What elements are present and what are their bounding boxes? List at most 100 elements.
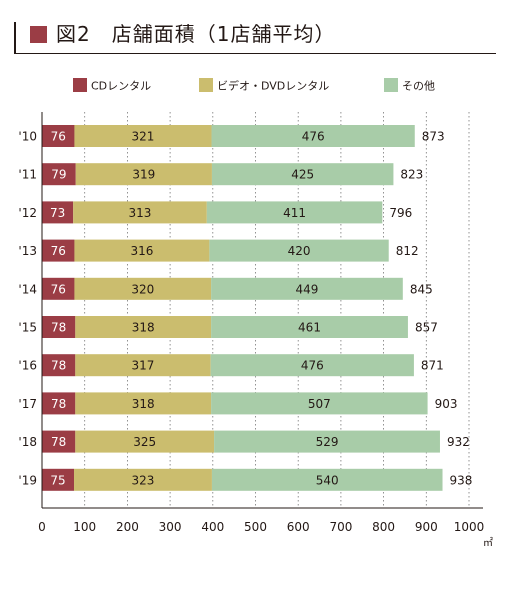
bar-value-label-5-0: 78	[51, 321, 66, 335]
total-label-8: 932	[447, 435, 470, 449]
bar-2-2	[206, 201, 383, 224]
y-category-label-0: '10	[18, 130, 37, 144]
bar-4-2	[211, 277, 403, 300]
title-area: 図2 店舗面積（1店舗平均）	[0, 0, 510, 60]
unit-label-group: ㎡	[483, 537, 493, 549]
total-label-5: 857	[415, 321, 438, 335]
bar-value-label-8-0: 78	[51, 435, 66, 449]
y-category-label-3: '13	[18, 244, 37, 258]
bar-value-label-9-0: 75	[50, 473, 65, 487]
bar-value-label-0-0: 76	[51, 130, 66, 144]
bar-4-0	[42, 277, 75, 300]
bar-value-label-5-2: 461	[298, 321, 321, 335]
bar-value-label-0-2: 476	[302, 130, 325, 144]
x-tick-label-600: 600	[287, 520, 310, 534]
bar-value-label-4-0: 76	[51, 282, 66, 296]
bar-value-label-2-1: 313	[129, 206, 152, 220]
x-tick-label-300: 300	[159, 520, 182, 534]
x-tick-label-500: 500	[244, 520, 267, 534]
legend-label-0: CDレンタル	[91, 80, 151, 93]
unit-label: ㎡	[483, 537, 493, 549]
bar-value-label-4-1: 320	[131, 282, 154, 296]
bar-value-label-1-0: 79	[51, 168, 66, 182]
bar-2-1	[73, 201, 207, 224]
legend: CDレンタル ビデオ・DVDレンタル その他	[73, 78, 435, 93]
x-tick-label-0: 0	[38, 520, 46, 534]
bar-value-label-3-1: 316	[130, 244, 153, 258]
title-left-rule	[14, 22, 16, 54]
y-category-label-9: '19	[18, 473, 37, 487]
y-category-label-4: '14	[18, 282, 37, 296]
x-tick-label-400: 400	[201, 520, 224, 534]
bar-2-0	[42, 201, 74, 224]
legend-swatch-0	[73, 78, 87, 92]
x-tick-label-200: 200	[116, 520, 139, 534]
y-category-labels: '10 '11 '12 '13 '14 '15 '16 '17 '18 '19	[18, 130, 37, 488]
bar-7-2	[211, 392, 428, 415]
total-label-3: 812	[396, 244, 419, 258]
bar-9-0	[42, 468, 75, 491]
y-category-label-8: '18	[18, 435, 37, 449]
x-tick-label-1000: 1000	[454, 520, 485, 534]
bar-0-2	[211, 125, 415, 147]
total-label-6: 871	[421, 359, 444, 373]
bar-value-label-7-2: 507	[308, 397, 331, 411]
bar-7-1	[75, 392, 212, 415]
bar-value-label-2-2: 411	[283, 206, 306, 220]
title-square-icon	[30, 26, 47, 43]
bar-9-1	[74, 468, 212, 491]
y-category-label-1: '11	[18, 168, 37, 182]
legend-label-2: その他	[402, 80, 435, 93]
bar-value-label-8-1: 325	[133, 435, 156, 449]
bars: 76 321 476 873 79 319 425 823 73 313 411 796 76 316 42…	[42, 125, 472, 491]
total-label-1: 823	[400, 168, 423, 182]
bar-6-1	[75, 354, 211, 377]
bar-value-label-0-1: 321	[132, 130, 155, 144]
bar-3-2	[209, 239, 389, 262]
bar-8-1	[75, 430, 215, 453]
bar-value-label-1-1: 319	[132, 168, 155, 182]
total-label-0: 873	[422, 130, 445, 144]
bar-7-0	[42, 392, 76, 415]
bar-0-1	[74, 125, 212, 147]
bar-value-label-6-0: 78	[51, 359, 66, 373]
y-category-label-7: '17	[18, 397, 37, 411]
bar-value-label-9-2: 540	[316, 473, 339, 487]
bar-value-label-5-1: 318	[132, 321, 155, 335]
bar-8-0	[42, 430, 76, 453]
bar-1-2	[211, 163, 394, 186]
bar-6-0	[42, 354, 76, 377]
y-category-label-2: '12	[18, 206, 37, 220]
bar-6-2	[210, 354, 414, 377]
bar-value-label-2-0: 73	[50, 206, 65, 220]
legend-label-1: ビデオ・DVDレンタル	[217, 79, 329, 93]
bar-1-0	[42, 163, 76, 186]
bar-3-0	[42, 239, 75, 262]
legend-swatch-2	[384, 78, 398, 92]
bar-5-1	[75, 316, 212, 338]
bar-value-label-3-2: 420	[288, 244, 311, 258]
title-underline	[14, 53, 496, 54]
bar-0-0	[42, 125, 75, 147]
x-tick-label-100: 100	[73, 520, 96, 534]
x-tick-labels: 0 100 200 300 400 500 600 700 800 900 1000	[38, 520, 484, 534]
total-label-2: 796	[389, 206, 412, 220]
bar-value-label-9-1: 323	[132, 473, 155, 487]
x-tick-label-800: 800	[372, 520, 395, 534]
bar-value-label-6-1: 317	[132, 359, 155, 373]
bar-value-label-6-2: 476	[301, 359, 324, 373]
bar-8-2	[214, 430, 440, 453]
bar-value-label-7-0: 78	[51, 397, 66, 411]
bar-value-label-3-0: 76	[51, 244, 66, 258]
x-tick-label-700: 700	[329, 520, 352, 534]
total-label-4: 845	[410, 282, 433, 296]
x-tick-label-900: 900	[415, 520, 438, 534]
chart-title: 図2 店舗面積（1店舗平均）	[56, 22, 336, 46]
bar-5-0	[42, 316, 76, 338]
y-category-label-6: '16	[18, 359, 37, 373]
bar-3-1	[74, 239, 210, 262]
bar-9-2	[211, 468, 443, 491]
legend-swatch-1	[199, 78, 213, 92]
bar-4-1	[74, 277, 212, 300]
